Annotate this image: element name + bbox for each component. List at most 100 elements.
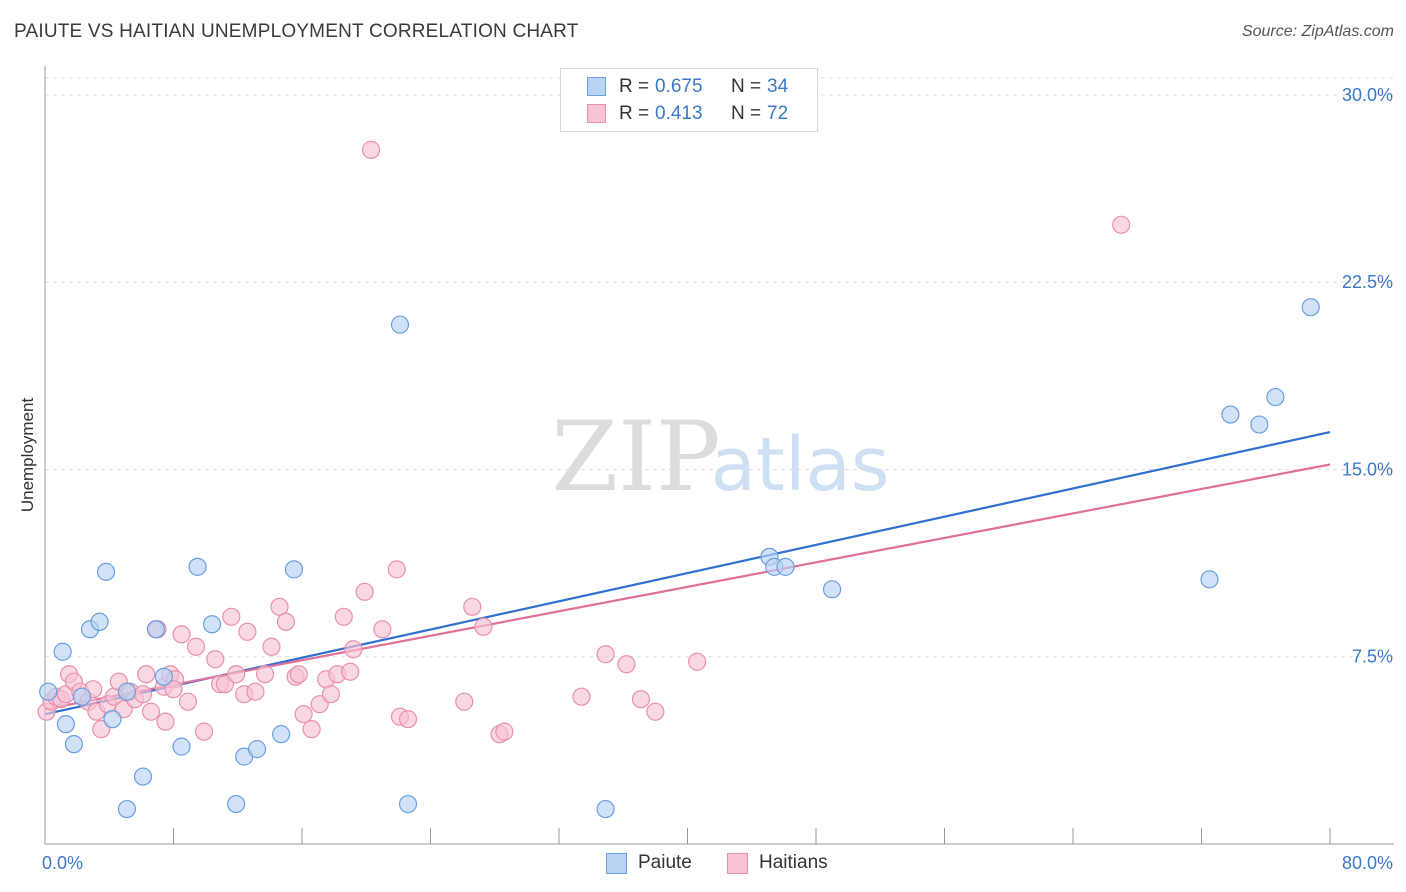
haitians-point bbox=[361, 140, 381, 159]
paiute-point bbox=[90, 612, 109, 631]
paiute-point bbox=[39, 682, 58, 701]
haitians-point bbox=[172, 625, 191, 644]
haitians-point bbox=[238, 622, 257, 641]
paiute-point bbox=[596, 799, 615, 819]
paiute-point bbox=[53, 642, 72, 661]
paiute-legend-label: Paiute bbox=[638, 852, 692, 873]
paiute-point bbox=[96, 562, 116, 581]
haitians-point bbox=[463, 597, 482, 616]
paiute-point bbox=[1301, 298, 1320, 317]
x-tick-label: 80.0% bbox=[1342, 853, 1393, 873]
haitians-point bbox=[631, 690, 651, 709]
haitians-point bbox=[141, 702, 161, 721]
haitians-swatch bbox=[587, 104, 606, 123]
n-value: 34 bbox=[767, 76, 789, 97]
haitians-point bbox=[646, 702, 665, 721]
paiute-point bbox=[202, 615, 222, 634]
haitians-point bbox=[474, 617, 493, 636]
haitians-point bbox=[334, 607, 353, 626]
paiute-point bbox=[133, 767, 153, 786]
paiute-point bbox=[1200, 570, 1219, 589]
haitians-legend-swatch bbox=[727, 853, 748, 874]
haitians-point bbox=[276, 612, 296, 631]
paiute-trend-line bbox=[44, 430, 1331, 716]
haitians-point bbox=[246, 682, 265, 701]
r-value: 0.675 bbox=[655, 76, 703, 97]
paiute-point bbox=[1250, 415, 1269, 434]
haitians-point bbox=[572, 687, 591, 706]
paiute-point bbox=[117, 682, 137, 701]
y-tick-label: 22.5% bbox=[1342, 272, 1393, 292]
haitians-point bbox=[270, 597, 289, 616]
paiute-point bbox=[188, 557, 207, 576]
paiute-swatch bbox=[587, 77, 606, 96]
haitians-point bbox=[398, 710, 418, 729]
haitians-point bbox=[1112, 215, 1131, 234]
haitians-point bbox=[387, 560, 406, 579]
haitians-point bbox=[227, 665, 246, 684]
haitians-legend-label: Haitians bbox=[759, 852, 828, 873]
paiute-point bbox=[822, 580, 842, 599]
haitians-point bbox=[294, 705, 313, 724]
r-value: 0.413 bbox=[655, 103, 703, 124]
haitians-point bbox=[255, 665, 275, 684]
haitians-point bbox=[164, 680, 183, 699]
haitians-point bbox=[688, 652, 707, 671]
paiute-point bbox=[1221, 405, 1240, 424]
haitians-point bbox=[341, 662, 360, 681]
source-label: Source: ZipAtlas.com bbox=[1241, 23, 1394, 40]
haitians-point bbox=[133, 685, 153, 704]
y-tick-label: 7.5% bbox=[1352, 647, 1393, 667]
haitians-point bbox=[344, 640, 363, 659]
n-label: N = bbox=[731, 76, 762, 97]
paiute-point bbox=[56, 715, 75, 734]
watermark-zip: ZIP bbox=[551, 401, 720, 513]
paiute-point bbox=[103, 710, 122, 729]
haitians-point bbox=[302, 720, 321, 739]
chart-title: PAIUTE VS HAITIAN UNEMPLOYMENT CORRELATI… bbox=[14, 21, 579, 42]
haitians-point bbox=[373, 620, 392, 639]
haitians-point bbox=[194, 722, 214, 741]
r-label: R = bbox=[619, 76, 650, 97]
haitians-point bbox=[262, 637, 281, 656]
x-tick-label: 0.0% bbox=[42, 853, 83, 873]
haitians-point bbox=[289, 665, 308, 684]
paiute-point bbox=[247, 740, 267, 759]
n-value: 72 bbox=[767, 103, 789, 124]
paiute-point bbox=[227, 794, 246, 814]
y-tick-label: 30.0% bbox=[1342, 85, 1393, 105]
haitians-point bbox=[178, 692, 198, 711]
paiute-point bbox=[172, 737, 191, 756]
paiute-point bbox=[284, 560, 304, 579]
haitians-point bbox=[206, 650, 225, 669]
haitians-point bbox=[186, 637, 206, 656]
n-label: N = bbox=[731, 103, 762, 124]
haitians-point bbox=[355, 582, 374, 601]
haitians-point bbox=[617, 655, 636, 674]
haitians-point bbox=[321, 685, 341, 704]
haitians-point bbox=[495, 722, 514, 741]
paiute-point bbox=[72, 687, 92, 706]
haitians-point bbox=[137, 665, 156, 684]
paiute-point bbox=[154, 667, 173, 686]
paiute-point bbox=[398, 794, 418, 814]
paiute-point bbox=[64, 735, 84, 754]
haitians-point bbox=[156, 712, 175, 731]
data-points bbox=[37, 140, 1320, 819]
correlation-legend: R = 0.675 N = 34 R = 0.413 N = 72 bbox=[560, 68, 818, 132]
watermark-atlas: atlas bbox=[711, 422, 890, 508]
paiute-point bbox=[390, 315, 410, 334]
paiute-point bbox=[117, 799, 137, 819]
axes bbox=[44, 66, 1394, 845]
y-tick-label: 15.0% bbox=[1342, 459, 1393, 479]
haitians-point bbox=[596, 645, 615, 664]
paiute-point bbox=[272, 725, 291, 744]
paiute-point bbox=[776, 557, 795, 576]
gridlines bbox=[45, 77, 1394, 658]
paiute-point bbox=[146, 620, 165, 639]
tick-labels: 7.5% 15.0% 22.5% 30.0% 0.0% 80.0% bbox=[42, 85, 1393, 873]
paiute-legend-swatch bbox=[606, 853, 627, 874]
paiute-point bbox=[1266, 387, 1285, 407]
